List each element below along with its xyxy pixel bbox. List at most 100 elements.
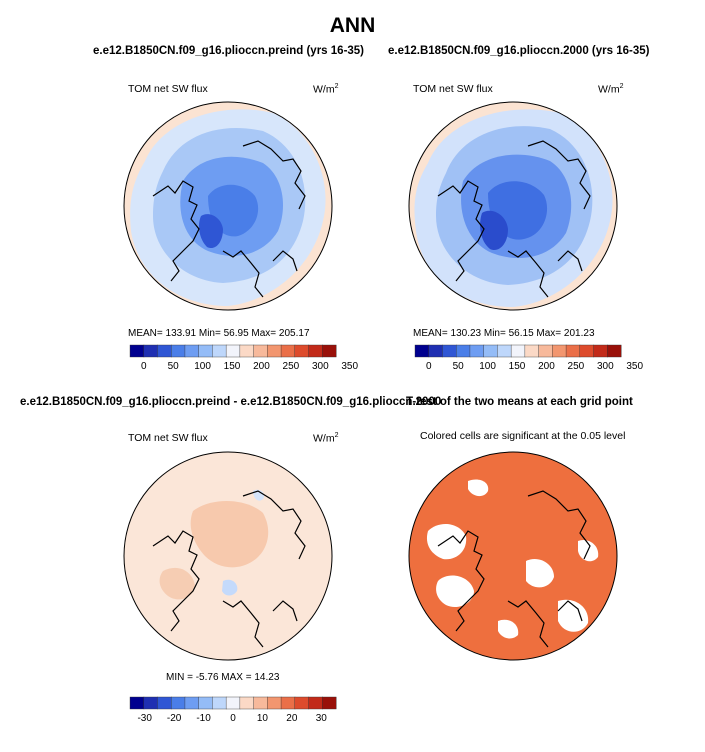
y2000-colorbar-box-1 [428, 344, 443, 358]
diff-field-cool [222, 579, 238, 596]
panel-2000-units-label: W/m2 [598, 83, 624, 96]
ttest-insignificant-region-3 [436, 575, 474, 608]
preind-colorbar-box-0 [129, 344, 145, 358]
diff-colorbar-tick-1: -20 [166, 713, 182, 724]
y2000-colorbar-box-12 [579, 344, 595, 358]
panel-preind-map [123, 101, 333, 311]
preind-colorbar-tick-3: 150 [223, 361, 241, 372]
panel-diff-variable-label: TOM net SW flux [128, 432, 208, 444]
panel-ttest-title: T-test of the two means at each grid poi… [406, 396, 633, 408]
panel-2000-variable-label: TOM net SW flux [413, 83, 493, 95]
y2000-colorbar-box-0 [414, 344, 430, 358]
preind-colorbar-box-4 [184, 344, 200, 358]
preind-colorbar-tick-4: 200 [253, 361, 270, 372]
panel-diff-stats: MIN = -5.76 MAX = 14.23 [166, 672, 280, 683]
y2000-colorbar-tick-5: 250 [567, 361, 585, 372]
ttest-land-outline [437, 490, 591, 648]
y2000-colorbar-box-6 [497, 344, 512, 358]
y2000-colorbar-box-7 [510, 344, 526, 358]
panel-preind-stats: MEAN= 133.91 Min= 56.95 Max= 205.17 [128, 328, 310, 339]
y2000-colorbar-tick-1: 50 [452, 361, 464, 372]
y2000-colorbar-tick-7: 350 [626, 361, 644, 372]
diff-colorbar-box-5 [198, 696, 213, 710]
diff-colorbar-tick-0: -30 [137, 713, 152, 724]
y2000-colorbar-box-14 [607, 344, 622, 358]
y2000-colorbar-box-5 [483, 344, 498, 358]
ttest-insignificant-region-4 [468, 479, 489, 497]
diff-field-warm-2 [159, 567, 195, 600]
panel-diff-colorbar [129, 696, 337, 710]
diff-colorbar-tick-6: 30 [315, 713, 327, 724]
diff-colorbar-tick-3: 0 [230, 713, 236, 724]
ttest-insignificant-region-2 [426, 524, 467, 560]
panel-2000-stats: MEAN= 130.23 Min= 56.15 Max= 201.23 [413, 328, 595, 339]
preind-colorbar-tick-5: 250 [282, 361, 300, 372]
preind-colorbar-tick-6: 300 [311, 361, 329, 372]
y2000-colorbar-tick-3: 150 [508, 361, 526, 372]
panel-diff-units-label: W/m2 [313, 432, 339, 445]
diff-land-outline [152, 490, 306, 648]
preind-colorbar-box-12 [294, 344, 310, 358]
y2000-colorbar-box-4 [469, 344, 485, 358]
y2000-colorbar-box-11 [565, 344, 581, 358]
panel-2000-title: e.e12.B1850CN.f09_g16.plioccn.2000 (yrs … [388, 45, 650, 57]
panel-diff-map [123, 451, 333, 661]
panel-preind-variable-label: TOM net SW flux [128, 83, 208, 95]
ttest-insignificant-region-5 [526, 558, 554, 588]
y2000-colorbar-box-8 [524, 344, 540, 358]
preind-colorbar-box-2 [157, 344, 172, 358]
diff-colorbar-box-3 [171, 696, 186, 710]
y2000-colorbar-box-3 [456, 344, 471, 358]
preind-colorbar-tick-2: 100 [194, 361, 211, 372]
diff-colorbar-box-12 [294, 696, 310, 710]
panel-ttest-subtitle: Colored cells are significant at the 0.0… [420, 430, 626, 442]
diff-colorbar-tick-2: -10 [196, 713, 211, 724]
diff-colorbar-box-8 [239, 696, 255, 710]
figure-title: ANN [329, 14, 376, 37]
preind-colorbar-box-7 [225, 344, 241, 358]
diff-colorbar-box-14 [322, 696, 337, 710]
preind-colorbar-box-1 [143, 344, 158, 358]
panel-preind-units-label: W/m2 [313, 83, 339, 96]
preind-field-greenland [199, 214, 223, 249]
y2000-colorbar-tick-6: 300 [596, 361, 614, 372]
y2000-colorbar-box-9 [538, 344, 553, 358]
y2000-colorbar-box-13 [593, 344, 608, 358]
panel-preind-colorbar [129, 344, 337, 358]
preind-colorbar-box-13 [308, 344, 323, 358]
preind-colorbar-tick-7: 350 [341, 361, 359, 372]
diff-colorbar-box-0 [129, 696, 145, 710]
diff-colorbar-box-9 [253, 696, 268, 710]
y2000-colorbar-tick-0: 0 [425, 361, 432, 372]
preind-land-outline [152, 140, 306, 298]
preind-colorbar-box-9 [253, 344, 268, 358]
preind-colorbar-tick-1: 50 [167, 361, 179, 372]
preind-colorbar-box-14 [322, 344, 337, 358]
y2000-field-greenland [480, 210, 508, 251]
diff-colorbar-tick-5: 20 [286, 713, 298, 724]
panel-2000-map [408, 101, 618, 311]
ttest-insignificant-region-6 [558, 599, 589, 632]
diff-colorbar-box-10 [267, 696, 282, 710]
panel-preind-title: e.e12.B1850CN.f09_g16.plioccn.preind (yr… [93, 45, 365, 57]
diff-colorbar-box-4 [184, 696, 200, 710]
preind-colorbar-box-6 [212, 344, 227, 358]
y2000-colorbar-tick-4: 200 [538, 361, 555, 372]
preind-colorbar-box-5 [198, 344, 213, 358]
panel-ttest-map [408, 451, 618, 661]
preind-colorbar-box-8 [239, 344, 255, 358]
preind-colorbar-box-11 [280, 344, 296, 358]
preind-colorbar-box-3 [171, 344, 186, 358]
y2000-colorbar-box-2 [442, 344, 457, 358]
y2000-land-outline [437, 140, 591, 298]
y2000-colorbar-tick-2: 100 [479, 361, 496, 372]
preind-colorbar-box-10 [267, 344, 282, 358]
diff-colorbar-box-11 [280, 696, 296, 710]
preind-colorbar-tick-0: 0 [140, 361, 147, 372]
diff-field-warm [190, 501, 269, 568]
diff-colorbar-tick-4: 10 [256, 713, 268, 724]
y2000-colorbar-box-10 [552, 344, 567, 358]
diff-colorbar-box-7 [225, 696, 241, 710]
panel-2000-colorbar [414, 344, 622, 358]
diff-colorbar-box-13 [308, 696, 323, 710]
